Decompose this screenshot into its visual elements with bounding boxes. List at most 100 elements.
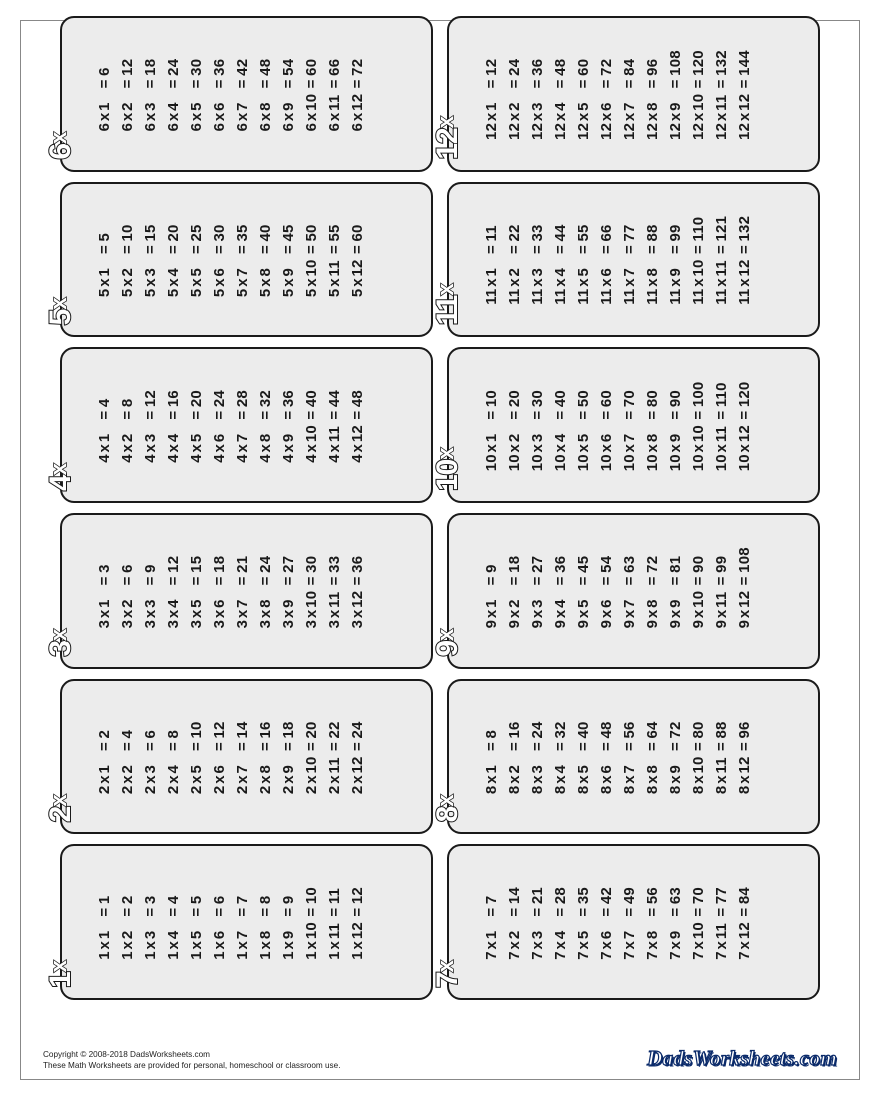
fact-row: 3x4=12 xyxy=(165,543,182,639)
fact-row: 6x11=66 xyxy=(326,46,343,142)
facts-list: 2x1=22x2=42x3=62x4=82x5=102x6=122x7=142x… xyxy=(96,688,366,824)
fact-row: 7x5=35 xyxy=(575,874,592,970)
footer-text: Copyright © 2008-2018 DadsWorksheets.com… xyxy=(43,1049,340,1071)
fact-row: 6x8=48 xyxy=(257,46,274,142)
fact-row: 3x3=9 xyxy=(142,543,159,639)
card-header-10: 10x xyxy=(433,448,463,491)
card-header-6: 6x xyxy=(46,132,76,159)
fact-row: 7x7=49 xyxy=(621,874,638,970)
fact-row: 10x12=120 xyxy=(736,377,753,473)
fact-row: 7x10=70 xyxy=(690,874,707,970)
fact-row: 3x2=6 xyxy=(119,543,136,639)
fact-row: 11x7=77 xyxy=(621,211,638,307)
times-table-card-10: 10x10x1=1010x2=2010x3=3010x4=4010x5=5010… xyxy=(447,347,820,503)
fact-row: 12x3=36 xyxy=(529,46,546,142)
card-header-5: 5x xyxy=(46,298,76,325)
times-table-card-2: 2x2x1=22x2=42x3=62x4=82x5=102x6=122x7=14… xyxy=(60,678,433,834)
fact-row: 8x10=80 xyxy=(690,708,707,804)
fact-row: 10x9=90 xyxy=(667,377,684,473)
fact-row: 12x9=108 xyxy=(667,46,684,142)
fact-row: 10x2=20 xyxy=(506,377,523,473)
fact-row: 9x2=18 xyxy=(506,543,523,639)
fact-row: 9x11=99 xyxy=(713,543,730,639)
fact-row: 5x7=35 xyxy=(234,211,251,307)
fact-row: 5x2=10 xyxy=(119,211,136,307)
fact-row: 2x9=18 xyxy=(280,708,297,804)
facts-list: 8x1=88x2=168x3=248x4=328x5=408x6=488x7=5… xyxy=(483,688,753,824)
fact-row: 1x9=9 xyxy=(280,874,297,970)
fact-row: 12x2=24 xyxy=(506,46,523,142)
fact-row: 11x5=55 xyxy=(575,211,592,307)
fact-row: 8x11=88 xyxy=(713,708,730,804)
fact-row: 10x7=70 xyxy=(621,377,638,473)
fact-row: 11x2=22 xyxy=(506,211,523,307)
fact-row: 5x10=50 xyxy=(303,211,320,307)
fact-row: 9x8=72 xyxy=(644,543,661,639)
fact-row: 4x10=40 xyxy=(303,377,320,473)
fact-row: 7x12=84 xyxy=(736,874,753,970)
times-table-card-5: 5x5x1=55x2=105x3=155x4=205x5=255x6=305x7… xyxy=(60,181,433,337)
fact-row: 7x8=56 xyxy=(644,874,661,970)
fact-row: 7x3=21 xyxy=(529,874,546,970)
fact-row: 12x5=60 xyxy=(575,46,592,142)
fact-row: 12x1=12 xyxy=(483,46,500,142)
brand-logo: DadsWorksheets.com xyxy=(647,1046,837,1071)
fact-row: 10x6=60 xyxy=(598,377,615,473)
fact-row: 1x2=2 xyxy=(119,874,136,970)
fact-row: 10x8=80 xyxy=(644,377,661,473)
fact-row: 9x12=108 xyxy=(736,543,753,639)
times-table-card-8: 8x8x1=88x2=168x3=248x4=328x5=408x6=488x7… xyxy=(447,678,820,834)
fact-row: 11x6=66 xyxy=(598,211,615,307)
fact-row: 5x11=55 xyxy=(326,211,343,307)
fact-row: 9x10=90 xyxy=(690,543,707,639)
times-table-card-12: 12x12x1=1212x2=2412x3=3612x4=4812x5=6012… xyxy=(447,16,820,172)
fact-row: 11x8=88 xyxy=(644,211,661,307)
fact-row: 6x10=60 xyxy=(303,46,320,142)
fact-row: 1x10=10 xyxy=(303,874,320,970)
facts-list: 3x1=33x2=63x3=93x4=123x5=153x6=183x7=213… xyxy=(96,523,366,659)
times-table-card-1: 1x1x1=11x2=21x3=31x4=41x5=51x6=61x7=71x8… xyxy=(60,844,433,1000)
fact-row: 10x3=30 xyxy=(529,377,546,473)
fact-row: 4x3=12 xyxy=(142,377,159,473)
card-header-4: 4x xyxy=(46,464,76,491)
fact-row: 1x8=8 xyxy=(257,874,274,970)
facts-list: 7x1=77x2=147x3=217x4=287x5=357x6=427x7=4… xyxy=(483,854,753,990)
fact-row: 8x5=40 xyxy=(575,708,592,804)
fact-row: 8x4=32 xyxy=(552,708,569,804)
fact-row: 10x4=40 xyxy=(552,377,569,473)
fact-row: 7x2=14 xyxy=(506,874,523,970)
facts-list: 6x1=66x2=126x3=186x4=246x5=306x6=366x7=4… xyxy=(96,26,366,162)
fact-row: 9x7=63 xyxy=(621,543,638,639)
card-header-7: 7x xyxy=(433,961,463,988)
fact-row: 2x10=20 xyxy=(303,708,320,804)
fact-row: 7x1=7 xyxy=(483,874,500,970)
fact-row: 11x3=33 xyxy=(529,211,546,307)
fact-row: 12x8=96 xyxy=(644,46,661,142)
fact-row: 2x6=12 xyxy=(211,708,228,804)
fact-row: 6x9=54 xyxy=(280,46,297,142)
fact-row: 9x4=36 xyxy=(552,543,569,639)
fact-row: 8x7=56 xyxy=(621,708,638,804)
fact-row: 8x2=16 xyxy=(506,708,523,804)
fact-row: 4x5=20 xyxy=(188,377,205,473)
fact-row: 8x3=24 xyxy=(529,708,546,804)
fact-row: 10x1=10 xyxy=(483,377,500,473)
times-table-card-6: 6x6x1=66x2=126x3=186x4=246x5=306x6=366x7… xyxy=(60,16,433,172)
fact-row: 2x1=2 xyxy=(96,708,113,804)
fact-row: 2x5=10 xyxy=(188,708,205,804)
facts-list: 5x1=55x2=105x3=155x4=205x5=255x6=305x7=3… xyxy=(96,191,366,327)
fact-row: 5x12=60 xyxy=(349,211,366,307)
fact-row: 11x4=44 xyxy=(552,211,569,307)
fact-row: 3x12=36 xyxy=(349,543,366,639)
fact-row: 3x8=24 xyxy=(257,543,274,639)
fact-row: 4x6=24 xyxy=(211,377,228,473)
fact-row: 5x8=40 xyxy=(257,211,274,307)
fact-row: 12x4=48 xyxy=(552,46,569,142)
fact-row: 1x6=6 xyxy=(211,874,228,970)
fact-row: 3x11=33 xyxy=(326,543,343,639)
fact-row: 6x4=24 xyxy=(165,46,182,142)
fact-row: 9x9=81 xyxy=(667,543,684,639)
fact-row: 4x8=32 xyxy=(257,377,274,473)
fact-row: 4x9=36 xyxy=(280,377,297,473)
times-table-card-7: 7x7x1=77x2=147x3=217x4=287x5=357x6=427x7… xyxy=(447,844,820,1000)
